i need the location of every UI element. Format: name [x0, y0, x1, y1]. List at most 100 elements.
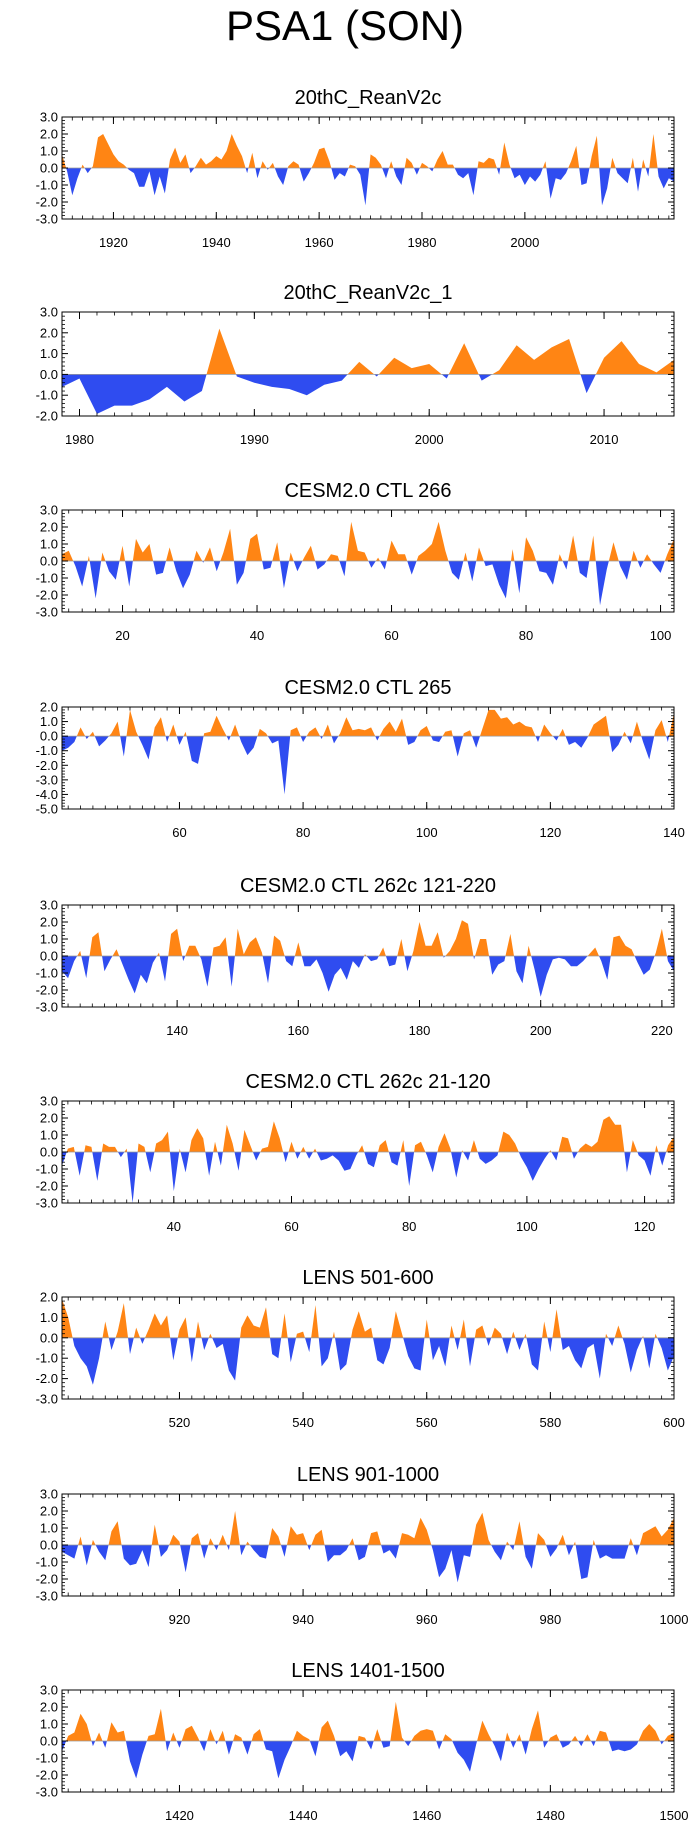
y-tick-label: 0.0 [40, 554, 58, 569]
x-tick-label: 1480 [536, 1808, 565, 1823]
y-tick-label: 0.0 [40, 1734, 58, 1749]
x-tick-label: 80 [402, 1219, 416, 1234]
y-tick-label: -3.0 [36, 772, 58, 787]
x-tick-label: 1940 [202, 235, 231, 250]
y-tick-label: 0.0 [40, 729, 58, 744]
y-tick-label: 2.0 [40, 1290, 58, 1305]
y-tick-label: 3.0 [40, 1487, 58, 1502]
panel-lens-501-600: LENS 501-600 2.0 1.0 0.0 -1.0 -2.0 -3.0 520 540 5… [36, 1267, 685, 1430]
panel-lens-901-1000: LENS 901-1000 3.0 2.0 1.0 0.0 -1.0 -2.0 -3.0 920… [36, 1464, 689, 1627]
panel-cesm2-0-ctl-262c-121-220: CESM2.0 CTL 262c 121-220 3.0 2.0 1.0 0.0 -1.0… [36, 875, 675, 1038]
y-tick-label: -2.0 [36, 195, 58, 210]
panel-lens-1401-1500: LENS 1401-1500 3.0 2.0 1.0 0.0 -1.0 -2.0 -3.0 14… [36, 1660, 689, 1823]
negative-area [62, 1337, 674, 1385]
y-tick-label: -1.0 [36, 1162, 58, 1177]
x-tick-label: 140 [663, 825, 685, 840]
positive-area [62, 1299, 674, 1338]
negative-area [62, 561, 674, 606]
y-tick-label: -1.0 [36, 743, 58, 758]
x-tick-label: 60 [172, 825, 186, 840]
x-tick-label: 140 [166, 1023, 188, 1038]
y-tick-label: -2.0 [36, 1371, 58, 1386]
positive-area [62, 521, 674, 561]
y-tick-label: -3.0 [36, 605, 58, 620]
x-tick-label: 1420 [165, 1808, 194, 1823]
chart-title: 20thC_ReanV2c [295, 87, 442, 109]
y-tick-label: -3.0 [36, 212, 58, 227]
y-tick-label: -1.0 [36, 1351, 58, 1366]
y-tick-label: -1.0 [36, 966, 58, 981]
y-tick-label: 0.0 [40, 1145, 58, 1160]
y-tick-label: -2.0 [36, 983, 58, 998]
y-tick-label: 1.0 [40, 1717, 58, 1732]
positive-area [62, 920, 674, 956]
x-tick-label: 60 [284, 1219, 298, 1234]
negative-area [62, 1741, 674, 1779]
chart-title: LENS 1401-1500 [291, 1660, 444, 1682]
chart-title: CESM2.0 CTL 266 [284, 480, 451, 502]
y-tick-label: -1.0 [36, 388, 58, 403]
y-tick-label: 2.0 [40, 1111, 58, 1126]
y-tick-label: 2.0 [40, 1700, 58, 1715]
y-tick-label: -1.0 [36, 178, 58, 193]
y-tick-label: 3.0 [40, 110, 58, 125]
y-tick-label: 0.0 [40, 949, 58, 964]
x-tick-label: 1980 [408, 235, 437, 250]
x-tick-label: 980 [540, 1612, 562, 1627]
x-tick-label: 40 [167, 1219, 181, 1234]
panel-cesm2-0-ctl-266: CESM2.0 CTL 266 3.0 2.0 1.0 0.0 -1.0 -2.0 -3.0 2… [36, 480, 675, 643]
negative-area [62, 956, 674, 997]
plot-frame [61, 706, 675, 810]
y-tick-label: -5.0 [36, 802, 58, 817]
panel-cesm2-0-ctl-262c-21-120: CESM2.0 CTL 262c 21-120 3.0 2.0 1.0 0.0 -1.0 -… [36, 1071, 675, 1234]
x-tick-label: 940 [292, 1612, 314, 1627]
x-tick-label: 1460 [412, 1808, 441, 1823]
panel-20thc-reanv2c: 20thC_ReanV2c 3.0 2.0 1.0 0.0 -1.0 -2.0 -3.0 192… [36, 87, 675, 250]
y-tick-label: 1.0 [40, 537, 58, 552]
negative-area [62, 168, 674, 206]
y-tick-label: 3.0 [40, 1683, 58, 1698]
x-tick-label: 120 [540, 825, 562, 840]
x-tick-label: 920 [169, 1612, 191, 1627]
x-tick-label: 80 [519, 628, 533, 643]
y-tick-label: 0.0 [40, 1538, 58, 1553]
x-tick-label: 520 [169, 1415, 191, 1430]
y-tick-label: 0.0 [40, 161, 58, 176]
y-tick-label: 2.0 [40, 700, 58, 715]
y-tick-label: 1.0 [40, 932, 58, 947]
positive-area [62, 328, 674, 375]
y-tick-label: 3.0 [40, 503, 58, 518]
x-tick-label: 960 [416, 1612, 438, 1627]
x-tick-label: 160 [287, 1023, 309, 1038]
chart-title: CESM2.0 CTL 262c 121-220 [240, 875, 496, 897]
y-tick-label: 1.0 [40, 144, 58, 159]
x-tick-label: 180 [409, 1023, 431, 1038]
x-tick-label: 20 [115, 628, 129, 643]
plot-frame [61, 311, 675, 417]
y-tick-label: -3.0 [36, 1785, 58, 1800]
y-tick-label: -1.0 [36, 1751, 58, 1766]
x-tick-label: 560 [416, 1415, 438, 1430]
y-tick-label: 3.0 [40, 305, 58, 320]
y-tick-label: 1.0 [40, 1128, 58, 1143]
y-tick-label: 2.0 [40, 127, 58, 142]
positive-area [62, 1701, 674, 1741]
y-tick-label: -1.0 [36, 1555, 58, 1570]
y-tick-label: -3.0 [36, 1589, 58, 1604]
y-tick-label: 2.0 [40, 915, 58, 930]
y-tick-label: -2.0 [36, 758, 58, 773]
negative-area [62, 1152, 674, 1203]
y-tick-label: 0.0 [40, 367, 58, 382]
x-tick-label: 580 [540, 1415, 562, 1430]
y-tick-label: -1.0 [36, 571, 58, 586]
y-tick-label: -2.0 [36, 1572, 58, 1587]
y-tick-label: 2.0 [40, 325, 58, 340]
x-tick-label: 100 [416, 825, 438, 840]
y-tick-label: -3.0 [36, 1392, 58, 1407]
x-tick-label: 200 [530, 1023, 552, 1038]
x-tick-label: 600 [663, 1415, 685, 1430]
negative-area [62, 374, 674, 414]
chart-title: CESM2.0 CTL 262c 21-120 [246, 1071, 491, 1093]
x-tick-label: 220 [651, 1023, 673, 1038]
